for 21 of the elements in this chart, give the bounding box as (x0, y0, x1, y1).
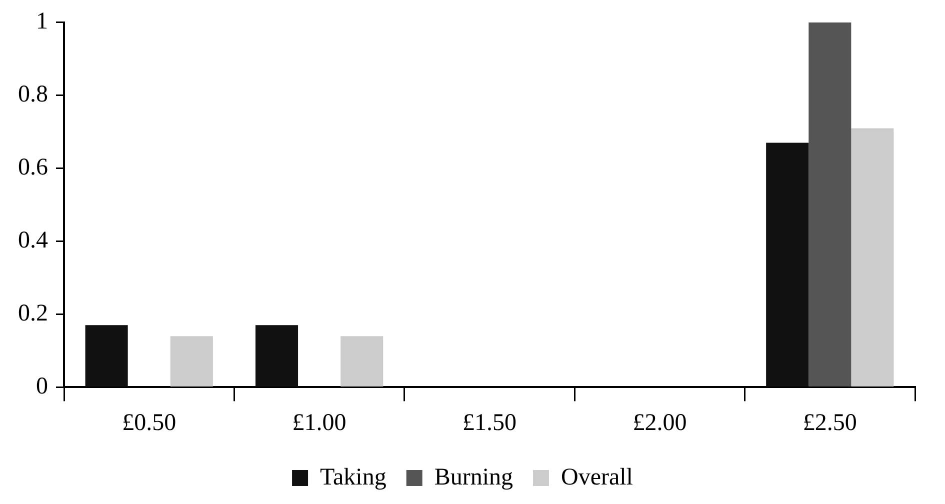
bar (170, 336, 213, 386)
x-tick-label: £0.50 (122, 410, 176, 436)
x-tick-label: £1.00 (292, 410, 346, 436)
legend-label: Taking (320, 464, 386, 490)
x-tick-label: £1.50 (462, 410, 516, 436)
y-tick-label: 0.4 (18, 228, 48, 254)
y-tick-label: 0.2 (18, 300, 48, 327)
y-tick-label: 0.6 (18, 154, 48, 181)
bar (340, 336, 384, 386)
legend-label: Overall (561, 464, 634, 490)
bar (766, 142, 809, 386)
x-tick-label: £2.00 (632, 410, 687, 436)
bar (255, 325, 298, 386)
bar (808, 22, 852, 386)
bar (851, 128, 894, 386)
x-tick-label: £2.50 (802, 410, 857, 436)
y-tick-label: 1 (36, 8, 48, 35)
y-tick-label: 0.8 (18, 82, 48, 108)
bar (85, 325, 128, 386)
y-tick-label: 0 (36, 373, 48, 400)
legend-label: Burning (434, 464, 514, 490)
